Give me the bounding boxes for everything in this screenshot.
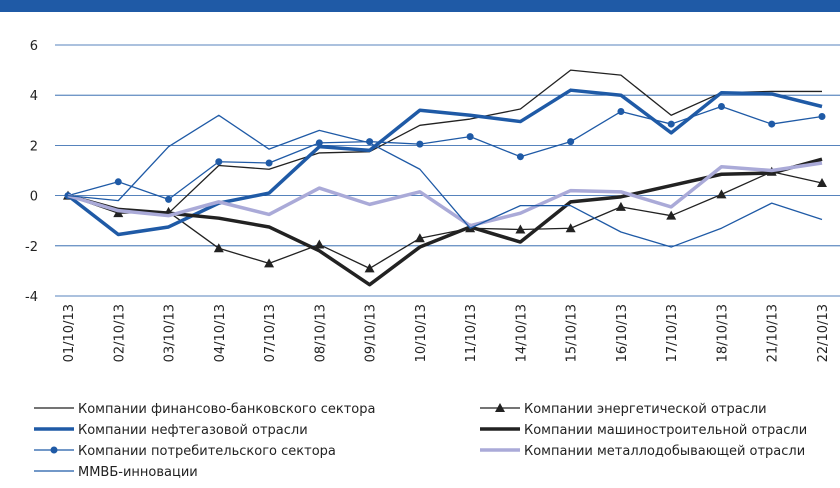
x-tick-label: 03/10/13 [163,304,178,362]
legend-label: Компании металлодобывающей отрасли [524,444,805,459]
legend-label: Компании нефтегазовой отрасли [78,423,308,438]
y-tick-label: 0 [30,190,38,205]
point [567,138,575,146]
series-line [67,157,823,287]
x-tick-label: 02/10/13 [112,304,127,362]
point [615,201,626,211]
x-tick-label: 07/10/13 [263,304,278,362]
x-tick-label: 17/10/13 [665,304,680,362]
legend-marker [495,403,505,412]
x-tick-label: 10/10/13 [414,304,429,362]
point [314,239,325,249]
legend-label: Компании финансово-банковского сектора [78,402,375,417]
point [515,224,526,234]
y-tick-label: 6 [30,39,38,54]
legend-marker [50,446,58,454]
legend-label: Компании машиностроительной отрасли [524,423,807,438]
legend-label: ММВБ-инновации [78,465,198,480]
x-tick-label: 08/10/13 [313,304,328,362]
point [315,139,323,147]
legend-label: Компании энергетической отрасли [524,402,767,417]
point [817,178,827,188]
point [114,178,122,186]
point [113,208,124,218]
x-tick-label: 21/10/13 [766,304,781,362]
point [667,120,675,128]
point [265,159,273,167]
y-tick-label: -4 [25,290,38,305]
x-tick-label: 11/10/13 [464,304,479,362]
series-line [67,161,823,228]
point [516,153,524,161]
x-tick-label: 09/10/13 [364,304,379,362]
x-tick-label: 14/10/13 [514,304,529,362]
point [364,263,375,273]
series-line [67,105,823,201]
point [466,133,474,141]
point [768,120,776,128]
point [264,258,275,268]
point [165,195,173,203]
y-tick-label: -2 [25,240,38,255]
x-tick-label: 22/10/13 [816,304,831,362]
series-line [67,171,823,270]
point [565,223,576,233]
x-tick-label: 16/10/13 [615,304,630,362]
point [414,233,425,243]
point [416,140,424,148]
x-tick-label: 18/10/13 [715,304,730,362]
x-tick-label: 04/10/13 [213,304,228,362]
header-bar [0,0,840,12]
legend-label: Компании потребительского сектора [78,444,336,459]
point [717,102,725,110]
y-tick-label: 4 [30,89,38,104]
series-line [67,114,823,248]
x-tick-label: 15/10/13 [565,304,580,362]
point [666,210,677,220]
point [818,113,826,121]
point [215,158,223,166]
y-tick-label: 2 [30,139,38,154]
x-tick-label: 01/10/13 [62,304,77,362]
point [213,243,224,253]
point [617,108,625,116]
series-line [67,69,822,214]
point [716,189,727,199]
